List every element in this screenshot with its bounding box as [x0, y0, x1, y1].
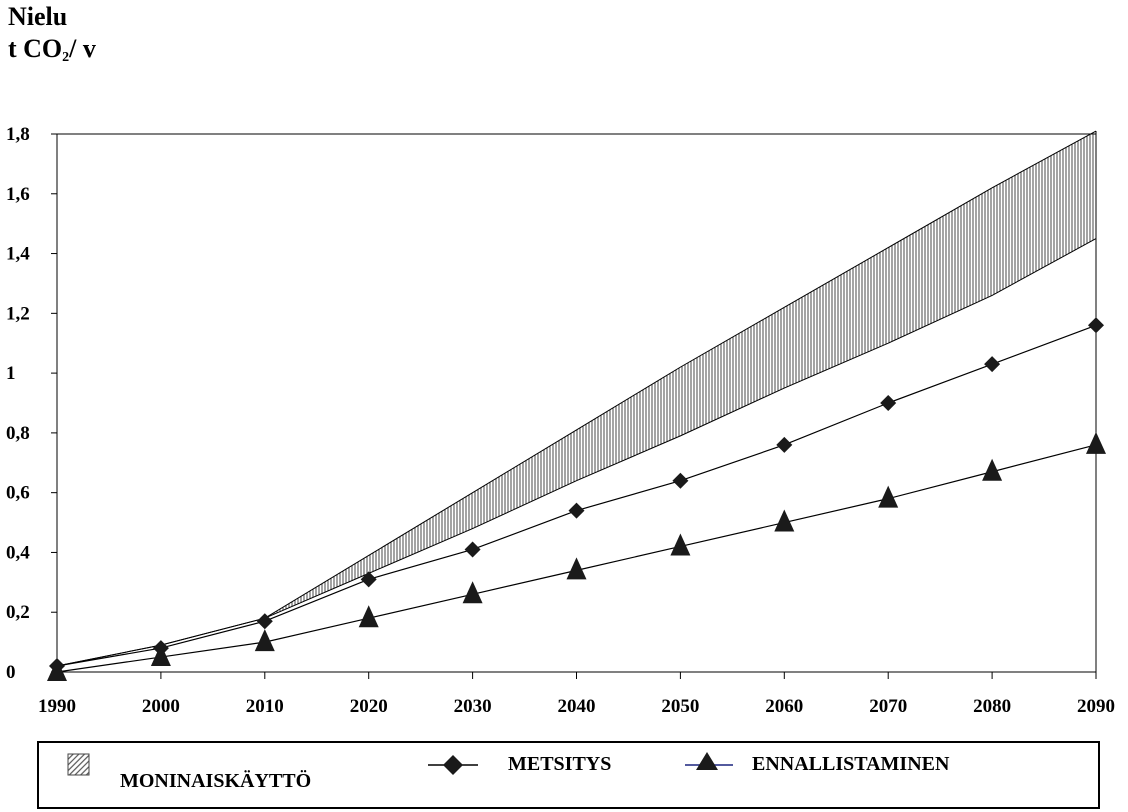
metsitys-marker-diamond	[776, 436, 793, 453]
ennallistaminen-marker-triangle	[982, 458, 1003, 481]
band-area	[57, 131, 1096, 667]
plot-frame	[56, 133, 1097, 673]
ennallistaminen-marker-triangle	[774, 509, 795, 532]
legend-marker-triangle	[696, 752, 718, 770]
legend-box	[37, 741, 1100, 809]
y-tick-label: 0,8	[6, 423, 30, 444]
x-tick-label: 2080	[973, 696, 1011, 717]
metsitys-marker-diamond	[256, 613, 273, 630]
metsitys-marker-diamond	[880, 395, 897, 411]
legend-label-metsitys: METSITYS	[508, 753, 611, 775]
metsitys-marker-diamond	[984, 356, 1001, 373]
legend-swatch-hatch	[67, 753, 90, 776]
x-tick-label: 1990	[38, 696, 76, 717]
y-axis-unit-subscript: 2	[62, 50, 70, 65]
metsitys-marker-diamond	[1088, 317, 1104, 334]
y-tick-label: 1,6	[6, 184, 30, 205]
x-tick-label: 2090	[1077, 696, 1115, 717]
y-tick-label: 1	[6, 363, 16, 384]
metsitys-line	[56, 324, 1097, 667]
x-tick-label: 2010	[246, 696, 284, 717]
line-series	[56, 324, 1097, 673]
ennallistaminen-marker-triangle	[1086, 431, 1106, 454]
x-tick-label: 2060	[765, 696, 803, 717]
y-tick-label: 0,2	[6, 602, 30, 623]
y-tick-label: 1,2	[6, 303, 30, 324]
ennallistaminen-marker-triangle	[150, 644, 171, 667]
y-tick-label: 1,8	[6, 124, 30, 145]
x-tick-label: 2040	[558, 696, 596, 717]
axes: 0 0,2 0,4 0,6 0,8 1 1,2 1,4 1,6 1,8 1990 2000 2010 20…	[6, 124, 1115, 717]
y-axis-unit: t CO2/ v	[8, 34, 96, 66]
y-axis-unit-suffix: / v	[69, 34, 96, 63]
x-tick-label: 2000	[142, 696, 180, 717]
y-tick-label: 0	[6, 662, 16, 683]
y-axis-unit-main: t CO	[8, 34, 63, 63]
x-tick-label: 2070	[869, 696, 907, 717]
x-tick-label: 2050	[661, 696, 699, 717]
plot-area	[56, 133, 1097, 673]
x-tick-label: 2020	[350, 696, 388, 717]
metsitys-marker-diamond	[568, 502, 585, 519]
legend-label-ennallistaminen: ENNALLISTAMINEN	[752, 753, 950, 775]
band-lower-edge	[56, 238, 1097, 667]
legend-label-moninaiskaytto: MONINAISKÄYTTÖ	[120, 769, 311, 792]
y-tick-label: 0,6	[6, 483, 30, 504]
x-tick-label: 2030	[454, 696, 492, 717]
band-series	[56, 130, 1097, 667]
band-upper-edge	[56, 130, 1097, 667]
ennallistaminen-marker-triangle	[358, 605, 379, 628]
y-axis-title: Nielu	[8, 2, 68, 31]
ennallistaminen-marker-triangle	[462, 581, 483, 604]
y-tick-label: 0,4	[6, 542, 30, 563]
legend-marker-diamond	[443, 755, 463, 775]
metsitys-marker-diamond	[672, 472, 689, 489]
metsitys-marker-diamond	[360, 571, 377, 588]
series-markers	[47, 317, 1106, 681]
y-tick-label: 1,4	[6, 244, 30, 265]
ennallistaminen-marker-triangle	[47, 659, 67, 681]
metsitys-marker-diamond	[464, 541, 481, 558]
legend: MONINAISKÄYTTÖ METSITYS ENNALLISTAMINEN	[37, 741, 1100, 809]
ennallistaminen-marker-triangle	[566, 557, 587, 580]
ennallistaminen-marker-triangle	[670, 533, 691, 556]
ennallistaminen-marker-triangle	[878, 485, 899, 508]
ennallistaminen-marker-triangle	[254, 629, 275, 652]
